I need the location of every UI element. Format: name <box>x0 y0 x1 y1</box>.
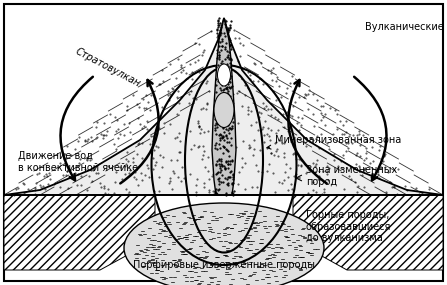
Polygon shape <box>4 18 443 195</box>
Polygon shape <box>212 18 236 195</box>
Ellipse shape <box>218 64 231 86</box>
Text: Стратовулкан: Стратовулкан <box>74 47 142 89</box>
Polygon shape <box>293 195 443 270</box>
Text: Вулканические породы: Вулканические породы <box>365 22 447 32</box>
Polygon shape <box>4 195 155 270</box>
Text: Движение вод
в конвективной ячейке: Движение вод в конвективной ячейке <box>18 151 138 173</box>
Ellipse shape <box>214 93 234 127</box>
Text: Горные породы,
образовавшиеся
до вулканизма: Горные породы, образовавшиеся до вулкани… <box>306 210 392 243</box>
Text: Порфировые изверженные породы: Порфировые изверженные породы <box>133 260 315 270</box>
Ellipse shape <box>124 203 324 285</box>
Text: Зона измененных
пород: Зона измененных пород <box>306 165 397 187</box>
Text: Минерализованная зона: Минерализованная зона <box>267 135 401 149</box>
